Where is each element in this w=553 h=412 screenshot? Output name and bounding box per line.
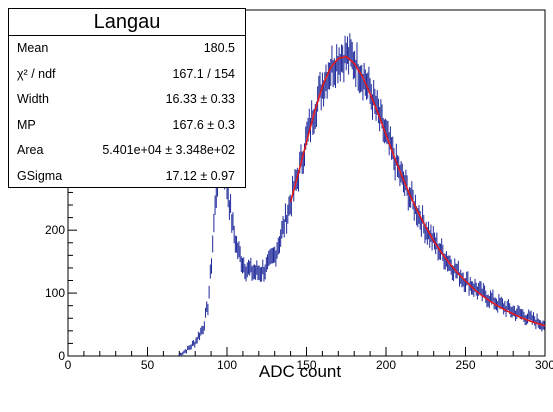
x-tick-label: 200	[376, 358, 396, 372]
fit-curve	[289, 55, 546, 327]
stats-row-mp: MP 167.6 ± 0.3	[9, 113, 245, 139]
x-tick-label: 250	[455, 358, 475, 372]
stats-value: 5.401e+04 ± 3.348e+02	[102, 143, 235, 157]
stats-key: Width	[17, 92, 49, 106]
stats-value: 167.1 / 154	[172, 66, 235, 81]
stats-key: Mean	[17, 41, 49, 55]
y-tick-label: 200	[45, 223, 65, 237]
x-tick-label: 0	[65, 358, 72, 372]
stats-key: χ² / ndf	[17, 66, 56, 81]
stats-key: Area	[17, 143, 44, 157]
stats-value: 180.5	[203, 41, 235, 55]
y-tick-label: 0	[58, 349, 65, 363]
y-tick-label: 100	[45, 286, 65, 300]
stats-row-area: Area 5.401e+04 ± 3.348e+02	[9, 138, 245, 164]
stats-value: 17.12 ± 0.97	[165, 168, 235, 183]
stats-box: Langau Mean 180.5 χ² / ndf 167.1 / 154 W…	[8, 8, 246, 188]
x-tick-label: 100	[217, 358, 237, 372]
stats-value: 167.6 ± 0.3	[172, 117, 235, 132]
stats-row-gsigma: GSigma 17.12 ± 0.97	[9, 164, 245, 190]
stats-row-chi2: χ² / ndf 167.1 / 154	[9, 62, 245, 88]
stats-key: GSigma	[17, 168, 63, 183]
x-tick-label: 300	[535, 358, 553, 372]
stats-value: 16.33 ± 0.33	[165, 92, 235, 106]
stats-title: Langau	[9, 9, 245, 36]
stats-row-width: Width 16.33 ± 0.33	[9, 87, 245, 113]
x-axis-title: ADC count	[258, 362, 342, 381]
x-tick-label: 150	[296, 358, 316, 372]
stats-row-mean: Mean 180.5	[9, 36, 245, 62]
stats-key: MP	[17, 117, 36, 132]
x-tick-label: 50	[141, 358, 155, 372]
